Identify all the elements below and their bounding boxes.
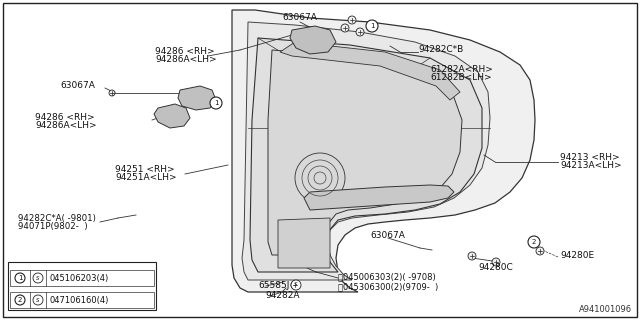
Circle shape bbox=[15, 295, 25, 305]
Text: 94280E: 94280E bbox=[560, 251, 594, 260]
Polygon shape bbox=[278, 218, 330, 268]
Circle shape bbox=[295, 153, 345, 203]
Text: A941001096: A941001096 bbox=[579, 305, 632, 314]
Text: 94286 <RH>: 94286 <RH> bbox=[155, 47, 214, 57]
Circle shape bbox=[33, 295, 43, 305]
Text: 94251A<LH>: 94251A<LH> bbox=[115, 173, 177, 182]
Circle shape bbox=[210, 97, 222, 109]
Circle shape bbox=[492, 258, 500, 266]
Text: S: S bbox=[36, 276, 40, 281]
Text: Ⓢ045306300(2)(9709-  ): Ⓢ045306300(2)(9709- ) bbox=[338, 283, 438, 292]
Text: 94280C: 94280C bbox=[479, 263, 513, 273]
Polygon shape bbox=[154, 104, 190, 128]
Circle shape bbox=[356, 28, 364, 36]
Circle shape bbox=[536, 247, 544, 255]
Bar bbox=[10, 292, 154, 308]
Text: 94282C*A( -9801): 94282C*A( -9801) bbox=[18, 213, 96, 222]
Circle shape bbox=[528, 236, 540, 248]
Text: 1: 1 bbox=[370, 23, 374, 29]
Text: 2: 2 bbox=[18, 297, 22, 303]
Text: 94282A: 94282A bbox=[265, 292, 300, 300]
Circle shape bbox=[109, 90, 115, 96]
Text: 65585J: 65585J bbox=[258, 281, 289, 290]
Polygon shape bbox=[290, 26, 336, 54]
Text: 94286A<LH>: 94286A<LH> bbox=[35, 122, 97, 131]
Polygon shape bbox=[232, 10, 535, 292]
Text: 94282C*B: 94282C*B bbox=[418, 45, 463, 54]
Bar bbox=[8, 262, 156, 310]
Text: 61282B<LH>: 61282B<LH> bbox=[430, 74, 492, 83]
Circle shape bbox=[33, 273, 43, 283]
Text: 1: 1 bbox=[18, 275, 22, 281]
Circle shape bbox=[348, 16, 356, 24]
Text: 94213 <RH>: 94213 <RH> bbox=[560, 154, 620, 163]
Text: 61282A<RH>: 61282A<RH> bbox=[430, 66, 493, 75]
Polygon shape bbox=[280, 42, 460, 100]
Text: S: S bbox=[36, 298, 40, 302]
Text: 94071P(9802-  ): 94071P(9802- ) bbox=[18, 221, 88, 230]
Circle shape bbox=[291, 281, 299, 289]
Text: 63067A: 63067A bbox=[371, 230, 405, 239]
Polygon shape bbox=[268, 50, 462, 255]
Text: 047106160(4): 047106160(4) bbox=[50, 295, 109, 305]
Polygon shape bbox=[250, 38, 482, 272]
Bar bbox=[10, 270, 154, 286]
Text: 63067A: 63067A bbox=[60, 81, 95, 90]
Circle shape bbox=[15, 273, 25, 283]
Text: S: S bbox=[294, 283, 298, 287]
Polygon shape bbox=[242, 22, 490, 280]
Circle shape bbox=[341, 24, 349, 32]
Text: 94286 <RH>: 94286 <RH> bbox=[35, 114, 95, 123]
Text: 94286A<LH>: 94286A<LH> bbox=[155, 55, 216, 65]
Text: 1: 1 bbox=[214, 100, 218, 106]
Text: 94213A<LH>: 94213A<LH> bbox=[560, 162, 621, 171]
Text: 2: 2 bbox=[532, 239, 536, 245]
Polygon shape bbox=[304, 185, 454, 210]
Circle shape bbox=[468, 252, 476, 260]
Circle shape bbox=[366, 20, 378, 32]
Circle shape bbox=[291, 280, 301, 290]
Text: 045106203(4): 045106203(4) bbox=[50, 274, 109, 283]
Text: 63067A: 63067A bbox=[283, 13, 317, 22]
Text: 94251 <RH>: 94251 <RH> bbox=[115, 165, 175, 174]
Polygon shape bbox=[178, 86, 216, 110]
Text: Ⓢ045006303(2)( -9708): Ⓢ045006303(2)( -9708) bbox=[338, 273, 436, 282]
